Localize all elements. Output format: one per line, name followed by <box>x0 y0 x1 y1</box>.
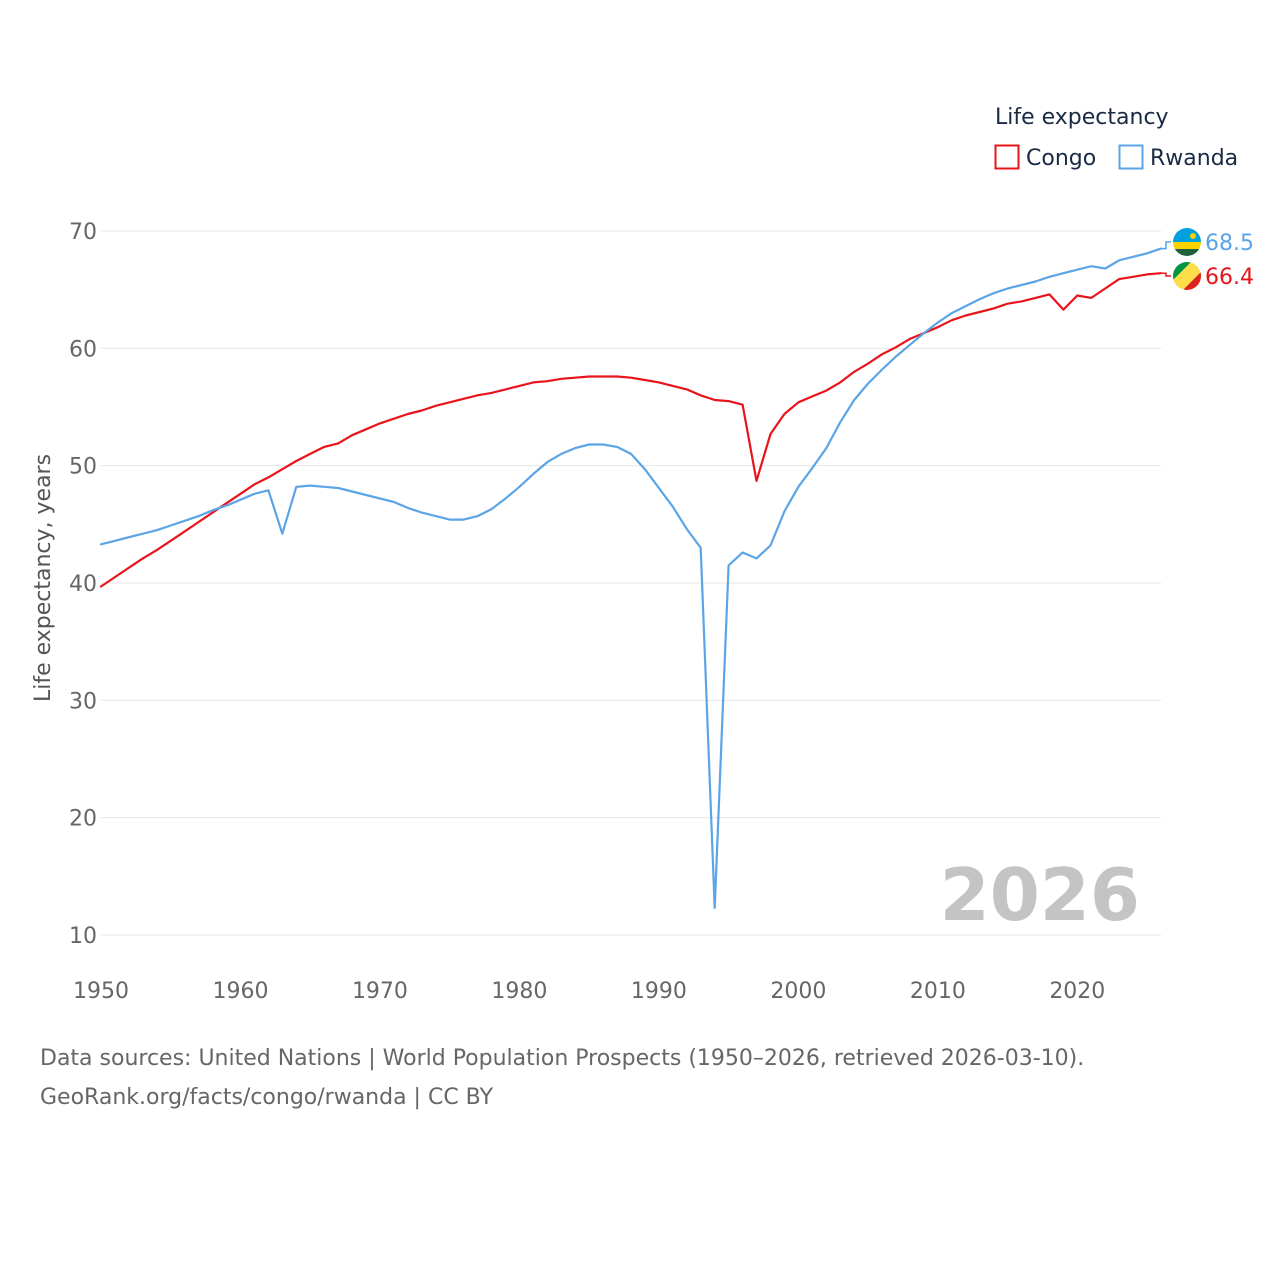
congo-flag-icon <box>1173 262 1201 290</box>
legend-label-congo: Congo <box>1026 146 1096 171</box>
x-axis: 1950 1960 1970 1980 1990 2000 2010 2020 <box>73 979 1105 1004</box>
y-tick-label-30: 30 <box>69 689 97 714</box>
x-tick-label-1950: 1950 <box>73 979 129 1004</box>
rwanda-flag-icon <box>1173 228 1201 256</box>
x-tick-label-2000: 2000 <box>770 979 826 1004</box>
legend-item-rwanda[interactable]: Rwanda <box>1118 144 1239 172</box>
x-tick-label-1970: 1970 <box>352 979 408 1004</box>
end-connector-rwanda <box>1161 241 1171 250</box>
current-year-label: 2026 <box>940 853 1140 937</box>
end-value-label-rwanda: 68.5 <box>1205 231 1254 256</box>
end-markers: 66.4 68.5 <box>1161 228 1254 290</box>
legend-title: Life expectancy <box>995 105 1169 130</box>
y-tick-label-50: 50 <box>69 455 97 480</box>
y-axis: 10 20 30 40 50 60 70 <box>69 220 97 949</box>
legend-label-rwanda: Rwanda <box>1150 146 1238 171</box>
x-tick-label-1990: 1990 <box>631 979 687 1004</box>
footer-sources: Data sources: United Nations | World Pop… <box>40 1046 1085 1071</box>
end-value-label-congo: 66.4 <box>1205 265 1254 290</box>
legend: Life expectancy Congo Rwanda <box>994 105 1239 172</box>
y-tick-label-70: 70 <box>69 220 97 245</box>
legend-item-congo[interactable]: Congo <box>994 144 1097 172</box>
series-line-congo <box>99 272 1163 588</box>
y-tick-label-10: 10 <box>69 924 97 949</box>
legend-swatch-congo <box>994 144 1020 170</box>
y-tick-label-60: 60 <box>69 337 97 362</box>
end-connector-congo <box>1161 272 1171 277</box>
x-tick-label-2010: 2010 <box>910 979 966 1004</box>
series-lines <box>99 247 1163 910</box>
footer-attribution: GeoRank.org/facts/congo/rwanda | CC BY <box>40 1085 494 1110</box>
x-tick-label-1980: 1980 <box>491 979 547 1004</box>
legend-swatch-rwanda <box>1118 144 1144 170</box>
y-tick-label-40: 40 <box>69 572 97 597</box>
y-axis-title: Life expectancy, years <box>31 454 56 702</box>
series-line-rwanda <box>99 247 1163 910</box>
y-tick-label-20: 20 <box>69 807 97 832</box>
x-tick-label-1960: 1960 <box>212 979 268 1004</box>
x-tick-label-2020: 2020 <box>1049 979 1105 1004</box>
gridlines <box>101 230 1161 936</box>
